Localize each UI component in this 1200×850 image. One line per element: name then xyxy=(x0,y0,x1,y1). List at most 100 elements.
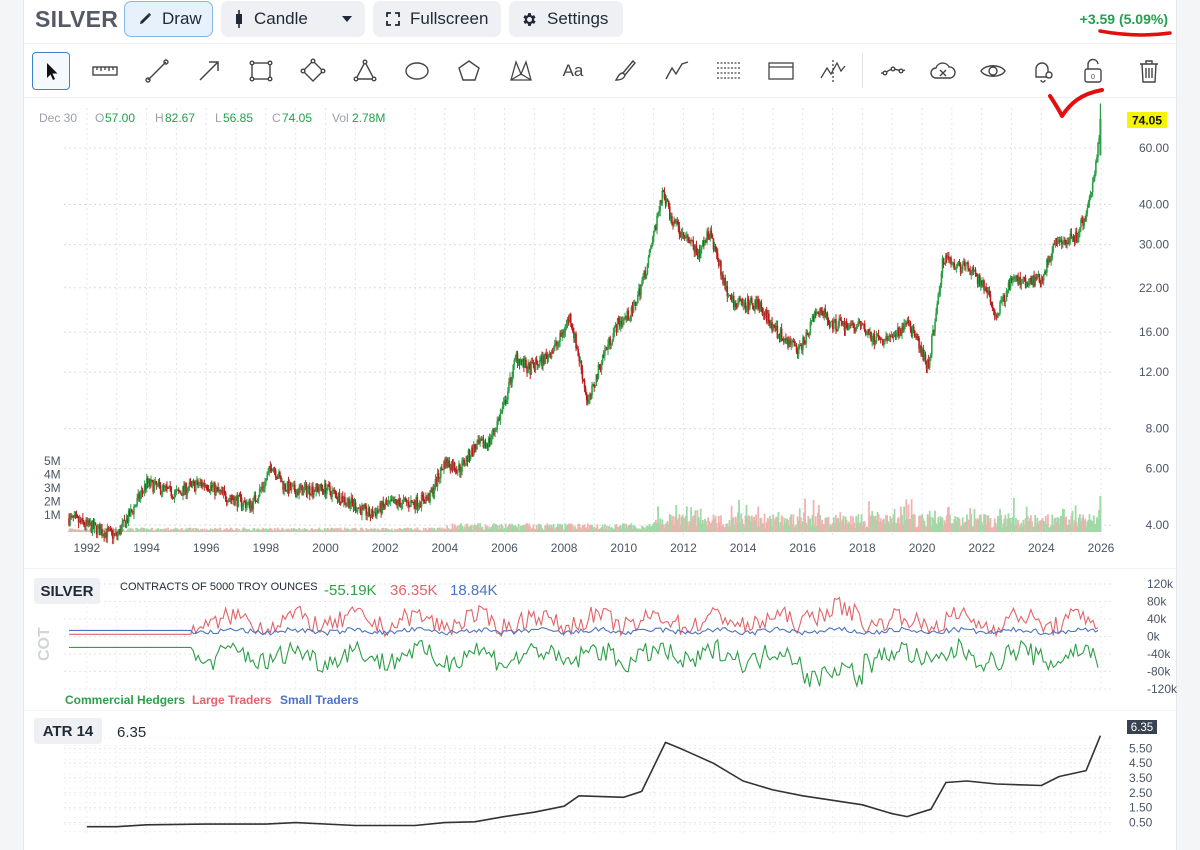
trend-line-tool[interactable] xyxy=(138,52,176,90)
candle-body xyxy=(333,489,336,491)
text-tool[interactable]: Aa xyxy=(554,52,592,90)
candle-body xyxy=(282,481,284,491)
candle-body xyxy=(431,487,434,493)
volume-bar xyxy=(704,518,706,532)
candle-body xyxy=(281,481,283,483)
volume-bar xyxy=(485,527,488,532)
candle-body xyxy=(931,336,933,355)
candle-body xyxy=(165,486,167,488)
volume-bar xyxy=(521,524,524,532)
volume-bar xyxy=(927,516,930,532)
candle-body xyxy=(738,297,740,303)
atr-title: ATR 14 xyxy=(43,723,94,740)
candle-body xyxy=(892,336,895,339)
lock-tool[interactable]: 0 xyxy=(1074,52,1112,90)
volume-bar xyxy=(766,518,769,532)
candle-body xyxy=(1013,277,1015,280)
fib-retracement-tool[interactable] xyxy=(710,52,748,90)
volume-bar xyxy=(809,518,812,532)
trash-tool[interactable] xyxy=(1130,52,1168,90)
candle-body xyxy=(158,481,161,486)
alert-tool[interactable] xyxy=(1024,52,1062,90)
triangle-tool[interactable] xyxy=(346,52,384,90)
candle-body xyxy=(288,483,291,493)
volume-bar xyxy=(726,523,729,532)
settings-button[interactable]: Settings xyxy=(509,1,623,37)
candle-body xyxy=(622,320,624,325)
magnet-tool[interactable] xyxy=(874,52,912,90)
volume-bar xyxy=(452,528,455,532)
candle-body xyxy=(895,332,898,337)
candle-body xyxy=(939,284,942,292)
candle-body xyxy=(177,489,180,491)
rectangle-tool[interactable] xyxy=(242,52,280,90)
draw-button[interactable]: Draw xyxy=(124,1,213,37)
volume-bar xyxy=(930,526,933,532)
candle-body xyxy=(117,533,119,537)
volume-bar xyxy=(796,516,799,532)
candle-body xyxy=(170,486,173,497)
volume-bar xyxy=(808,519,811,532)
volume-bar xyxy=(411,529,413,532)
candle-body xyxy=(658,210,660,214)
candle-body xyxy=(743,302,746,304)
volume-bar xyxy=(370,528,373,532)
candle-body xyxy=(708,238,711,240)
rotated-rectangle-tool[interactable] xyxy=(294,52,332,90)
candle-body xyxy=(474,444,476,448)
candle-body xyxy=(299,487,301,489)
legend-low: 56.85 xyxy=(223,111,253,125)
volume-bar xyxy=(198,530,200,532)
candle-body xyxy=(962,261,965,265)
arrow-tool[interactable] xyxy=(190,52,228,90)
candle-body xyxy=(530,362,533,375)
time-tick-label: 1994 xyxy=(133,541,160,555)
candle-body xyxy=(437,472,440,479)
volume-bar xyxy=(249,530,251,532)
volume-bar xyxy=(358,530,361,532)
volume-tick-label: 4M xyxy=(44,468,61,482)
lock-icon: 0 xyxy=(1084,58,1102,83)
hide-drawings-tool[interactable] xyxy=(924,52,962,90)
ruler-tool[interactable] xyxy=(86,52,124,90)
price-range-tool[interactable] xyxy=(762,52,800,90)
brush-tool[interactable] xyxy=(606,52,644,90)
volume-bar xyxy=(559,523,561,532)
volume-bar xyxy=(981,521,983,532)
candle-body xyxy=(129,509,132,517)
volume-bar xyxy=(934,510,936,532)
volume-bar xyxy=(631,528,634,532)
chart-type-dropdown[interactable]: Candle xyxy=(221,1,365,37)
candle-body xyxy=(387,501,390,504)
volume-bar xyxy=(690,507,692,532)
polygon-tool[interactable] xyxy=(450,52,488,90)
fullscreen-button[interactable]: Fullscreen xyxy=(373,1,501,37)
volume-bar xyxy=(519,525,522,532)
candle-body xyxy=(619,321,622,327)
price-chart-pane[interactable]: 60.0040.0030.0022.0016.0012.008.006.004.… xyxy=(24,100,1178,566)
elliott-wave-tool[interactable] xyxy=(814,52,852,90)
atr-pane[interactable]: 5.504.503.502.501.500.50 ATR 14 6.35 6.3… xyxy=(24,710,1178,848)
candle-body xyxy=(259,488,262,490)
visibility-tool[interactable] xyxy=(974,52,1012,90)
volume-bar xyxy=(1024,518,1027,532)
xabcd-pattern-tool[interactable] xyxy=(502,52,540,90)
volume-bar xyxy=(316,528,319,532)
cursor-tool[interactable] xyxy=(32,52,70,90)
time-tick-label: 2008 xyxy=(551,541,578,555)
candle-body xyxy=(114,533,116,535)
time-tick-label: 2010 xyxy=(610,541,637,555)
candle-body xyxy=(304,484,307,488)
volume-bar xyxy=(955,522,958,532)
candle-body xyxy=(122,519,125,524)
candle-body xyxy=(350,497,353,505)
alert-bell-icon xyxy=(1035,62,1053,83)
volume-bar xyxy=(984,514,987,532)
path-tool[interactable] xyxy=(658,52,696,90)
candle-body xyxy=(662,190,665,192)
volume-bar xyxy=(404,528,407,532)
candle-body xyxy=(980,280,982,286)
volume-bar xyxy=(840,521,843,532)
ellipse-tool[interactable] xyxy=(398,52,436,90)
